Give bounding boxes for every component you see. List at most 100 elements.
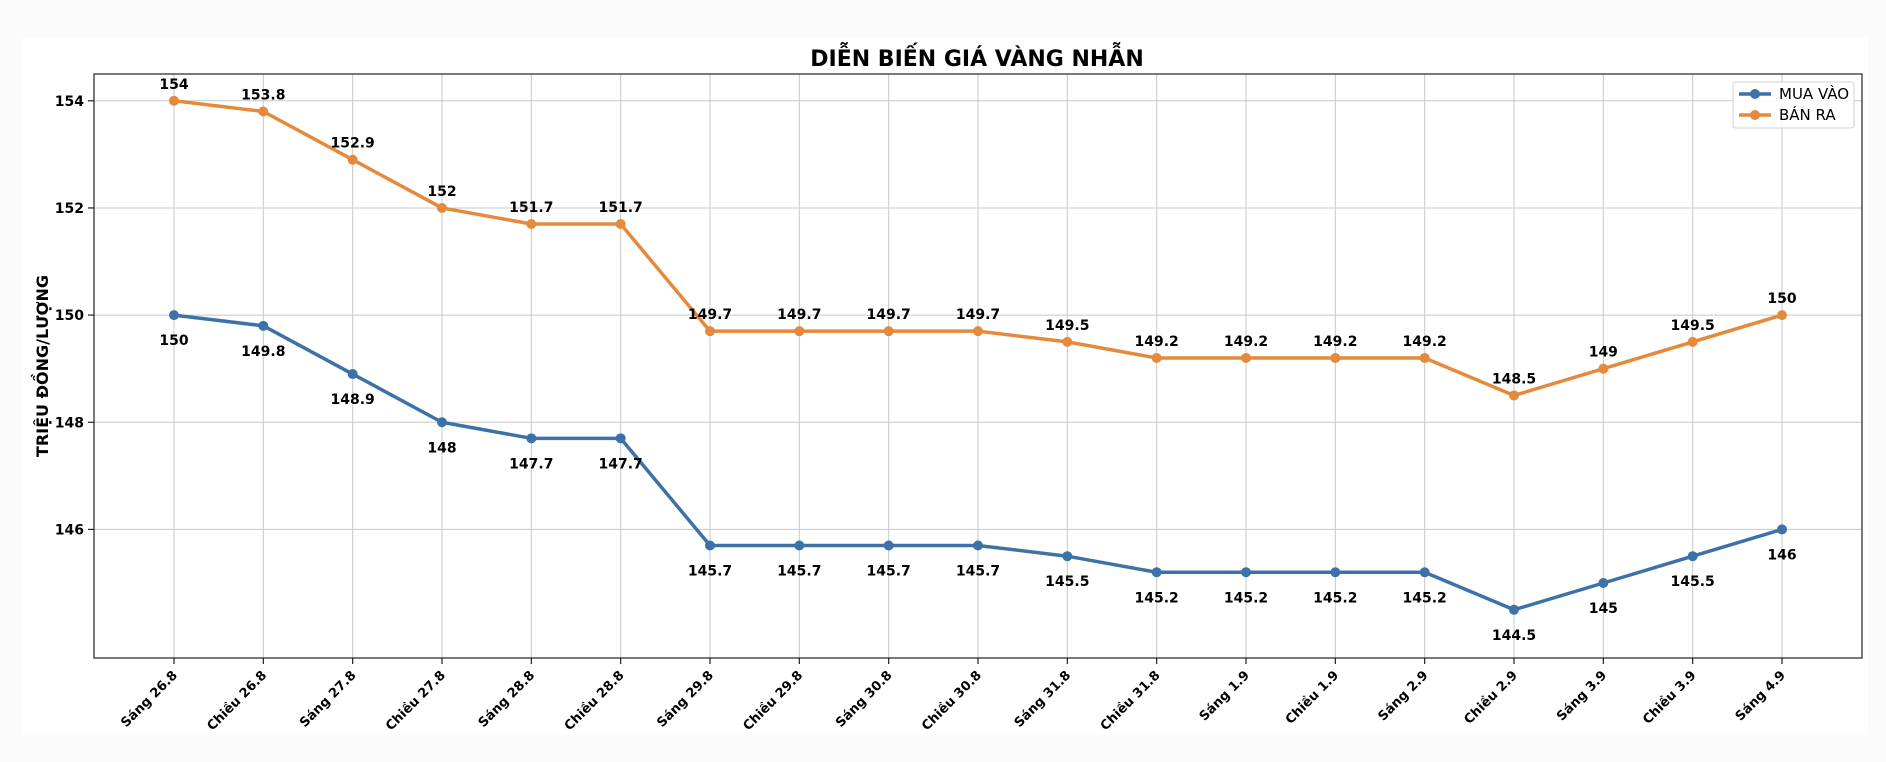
data-point [1598,363,1609,374]
data-label: 151.7 [599,200,643,216]
data-point [1687,336,1698,347]
data-point [347,154,358,165]
data-point [794,326,805,337]
data-label: 144.5 [1492,628,1536,644]
data-point [1151,567,1162,578]
data-point [794,540,805,551]
data-point [1330,567,1341,578]
data-point [1241,352,1251,363]
x-tick-label: Sáng 3.9 [1554,668,1610,724]
data-point [705,540,715,551]
chart-title: DIỄN BIẾN GIÁ VÀNG NHẪN [810,43,1143,72]
data-label: 145.7 [688,563,732,579]
data-point [1777,310,1787,321]
data-label: 148.5 [1492,371,1536,387]
data-point [258,320,269,331]
data-point [169,310,179,321]
data-labels: 150 149.8 148.9 148 147.7 147.7 145.7 145.7 145.… [159,77,1796,644]
data-label: 149.8 [241,344,285,360]
data-label: 149.2 [1313,334,1357,350]
data-label: 149.5 [1045,318,1089,334]
chart-background [22,38,1868,734]
x-tick-label: Sáng 26.8 [118,668,180,730]
axes: 146 148 150 152 154 Sáng 26.8 Chiều 26.8 Sáng 2… [55,73,1863,734]
data-label: 145.5 [1045,574,1089,590]
x-tick-label: Sáng 2.9 [1375,668,1431,724]
data-point [973,540,983,551]
data-point [437,417,447,428]
data-label: 152 [427,184,456,200]
data-point [1687,551,1698,562]
x-tick-label: Chiều 1.9 [1283,668,1342,727]
data-label: 145.2 [1403,590,1447,606]
x-tick-label: Chiều 28.8 [562,668,628,734]
data-point [883,326,894,337]
x-tick-label: Sáng 29.8 [654,668,716,730]
data-point [1419,352,1430,363]
data-point [1419,567,1430,578]
legend: MUA VÀO BÁN RA [1732,81,1855,129]
data-point [1509,390,1519,401]
data-label: 147.7 [509,456,553,472]
y-tick-label: 154 [55,94,84,110]
x-tick-label: Chiều 3.9 [1640,668,1699,727]
x-tick-label: Chiều 27.8 [383,668,449,734]
data-label: 149 [1589,345,1618,361]
x-tick-label: Sáng 27.8 [297,668,359,730]
data-point [883,540,894,551]
data-label: 145.7 [867,563,911,579]
data-label: 149.7 [777,307,821,323]
y-tick-label: 152 [55,201,84,217]
data-point [705,326,715,337]
data-label: 145.5 [1671,574,1715,590]
x-tick-label: Chiều 29.8 [740,668,806,734]
data-point [1509,604,1519,615]
data-label: 145.2 [1135,590,1179,606]
data-point [973,326,983,337]
data-label: 150 [1767,291,1796,307]
data-point [169,95,179,106]
data-point [437,202,447,213]
data-point [615,433,626,444]
x-tick-label: Chiều 31.8 [1098,668,1164,734]
data-label: 148 [427,440,456,456]
data-label: 154 [159,77,188,93]
data-point [1330,352,1341,363]
x-tick-label: Sáng 1.9 [1197,668,1253,724]
data-label: 152.9 [331,136,375,152]
data-point [347,369,358,380]
data-point [1598,577,1609,588]
data-label: 149.2 [1403,334,1447,350]
x-tick-label: Chiều 30.8 [919,668,985,734]
data-label: 149.2 [1224,334,1268,350]
data-label: 145.2 [1313,590,1357,606]
data-point [258,106,269,117]
data-label: 145.7 [777,563,821,579]
data-point [1777,524,1787,535]
data-point [526,433,537,444]
data-label: 145.7 [956,563,1000,579]
y-axis-label: TRIỆU ĐỒNG/LƯỢNG [30,275,52,457]
x-tick-label: Sáng 31.8 [1012,668,1074,730]
data-label: 145.2 [1224,590,1268,606]
x-tick-label: Sáng 30.8 [833,668,895,730]
axes-frame [93,73,1863,659]
legend-swatch-marker [1750,89,1760,99]
x-tick-label: Sáng 28.8 [476,668,538,730]
data-label: 145 [1589,601,1618,617]
series-lines [169,95,1787,615]
data-label: 149.5 [1671,318,1715,334]
data-point [1062,551,1073,562]
data-point [1241,567,1251,578]
data-label: 149.7 [956,307,1000,323]
data-label: 148.9 [331,392,375,408]
legend-label: MUA VÀO [1779,84,1849,103]
x-tick-label: Chiều 26.8 [204,668,270,734]
data-point [1151,352,1162,363]
y-tick-label: 150 [55,308,84,324]
data-label: 149.7 [688,307,732,323]
data-point [615,219,626,230]
data-label: 151.7 [509,200,553,216]
data-label: 150 [159,333,188,349]
